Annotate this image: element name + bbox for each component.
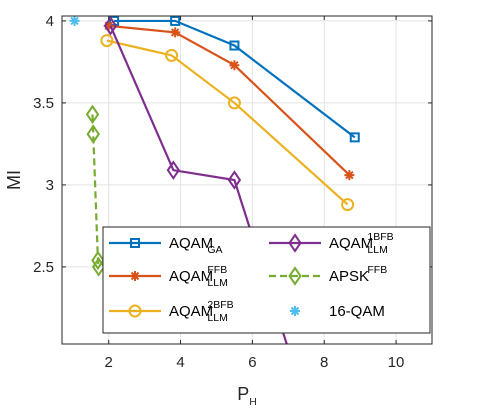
- legend-label-sup: FFB: [207, 264, 227, 276]
- data-point-apsk: [85, 104, 100, 125]
- legend-label: AQAM: [169, 268, 213, 285]
- legend-label-sub: GA: [207, 244, 222, 256]
- legend-label: AQAM: [169, 303, 213, 320]
- ticks: 2 4 6 8 10 2.5 3 3.5 4: [33, 13, 432, 371]
- x-tick-label: 4: [176, 354, 184, 371]
- data-point-bfb2: [227, 96, 241, 110]
- y-tick-label: 2.5: [33, 259, 54, 276]
- data-point-ga: [109, 16, 120, 26]
- series-line-ga: [114, 19, 356, 139]
- axes-box: [61, 15, 433, 345]
- legend-label-sup: FFB: [367, 264, 387, 276]
- data-point-bfb1: [103, 16, 118, 36]
- data-point-ffb: [344, 170, 355, 181]
- data-point-apsk: [86, 124, 100, 144]
- y-tick-label: 3.5: [33, 95, 54, 112]
- legend-label: APSK: [329, 268, 369, 285]
- legend-marker: [288, 233, 302, 253]
- legend-box: [102, 226, 431, 334]
- legend-label-sub: LLM: [367, 244, 387, 256]
- series-ga: [109, 16, 360, 143]
- legend-label: 16-QAM: [329, 303, 385, 320]
- legend-marker: [290, 306, 300, 316]
- x-axis-label: PH: [237, 384, 257, 408]
- data-point-bfb2: [165, 48, 179, 62]
- data-point-bfb2: [341, 198, 355, 212]
- legend-label-sub: LLM: [207, 312, 227, 324]
- series-line-ffb: [108, 24, 351, 176]
- data-point-ga: [349, 132, 360, 143]
- legend-label-sup: 2BFB: [207, 299, 233, 311]
- data-point-bfb1: [166, 160, 181, 180]
- y-axis-label: MI: [4, 170, 24, 190]
- x-tick-label: 6: [248, 354, 256, 371]
- series-qam16: [69, 16, 80, 26]
- data-point-bfb2: [100, 34, 114, 48]
- data-point-bfb1: [227, 170, 242, 190]
- series-line-apsk: [91, 114, 100, 268]
- data-point-ffb: [170, 27, 181, 38]
- data-point-ga: [229, 40, 240, 51]
- legend-label-sup: 1BFB: [367, 231, 393, 243]
- series-apsk: [85, 104, 106, 277]
- x-tick-label: 10: [388, 354, 405, 371]
- data-point-qam16: [69, 16, 80, 26]
- legend-marker: [130, 271, 140, 281]
- legend-entry-qam16: 16-QAM: [290, 303, 385, 320]
- x-tick-label: 2: [105, 354, 113, 371]
- series-line-bfb2: [106, 39, 349, 206]
- legend-label: AQAM: [169, 235, 213, 252]
- series-ffb: [103, 20, 355, 181]
- legend-marker: [288, 266, 302, 286]
- legend-marker: [130, 238, 140, 248]
- x-tick-label: 8: [320, 354, 328, 371]
- legend-label: AQAM: [329, 235, 373, 252]
- data-point-ffb: [103, 20, 114, 31]
- legend-marker: [128, 304, 142, 318]
- series-bfb2: [100, 34, 355, 212]
- data-point-ffb: [229, 60, 240, 71]
- y-tick-label: 3: [46, 177, 54, 194]
- y-tick-label: 4: [46, 13, 54, 30]
- data-point-ga: [170, 16, 181, 26]
- legend-label-sub: LLM: [207, 277, 227, 289]
- data-point-apsk: [91, 257, 106, 277]
- data-point-apsk: [91, 250, 105, 271]
